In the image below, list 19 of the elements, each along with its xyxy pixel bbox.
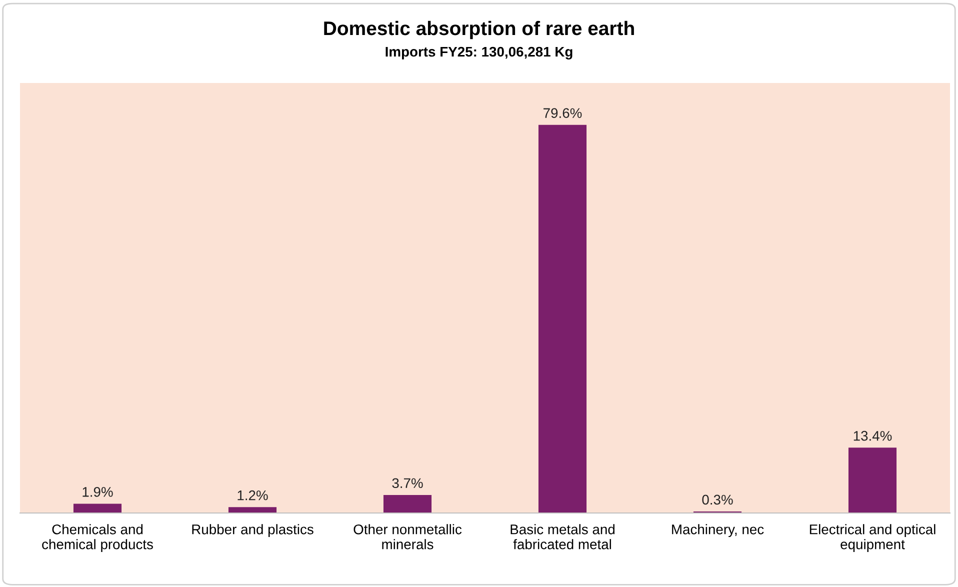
x-tick-label: Machinery, nec	[672, 524, 764, 538]
chart-title: Domestic absorption of rare earth	[324, 20, 634, 40]
data-label: 3.7%	[392, 478, 423, 488]
x-tick-label: Electrical and optical equipment	[810, 524, 936, 552]
bar	[228, 507, 277, 513]
x-tick-label: Other nonmetallic minerals	[354, 524, 462, 550]
x-tick-label: Basic metals and fabricated metal	[510, 524, 614, 550]
bar	[848, 448, 897, 513]
bar	[383, 494, 432, 513]
bar	[73, 504, 122, 513]
data-label: 79.6%	[544, 108, 582, 118]
bar	[538, 124, 587, 513]
data-label: 13.4%	[854, 430, 892, 441]
chart-subtitle: Imports FY25: 130,06,281 Kg	[386, 46, 572, 60]
data-label: 0.3%	[702, 494, 733, 505]
x-tick-label: Chemicals and chemical products	[42, 524, 153, 552]
x-tick-label: Rubber and plastics	[192, 524, 314, 538]
data-label: 1.2%	[238, 490, 268, 500]
data-label: 1.9%	[82, 486, 113, 497]
